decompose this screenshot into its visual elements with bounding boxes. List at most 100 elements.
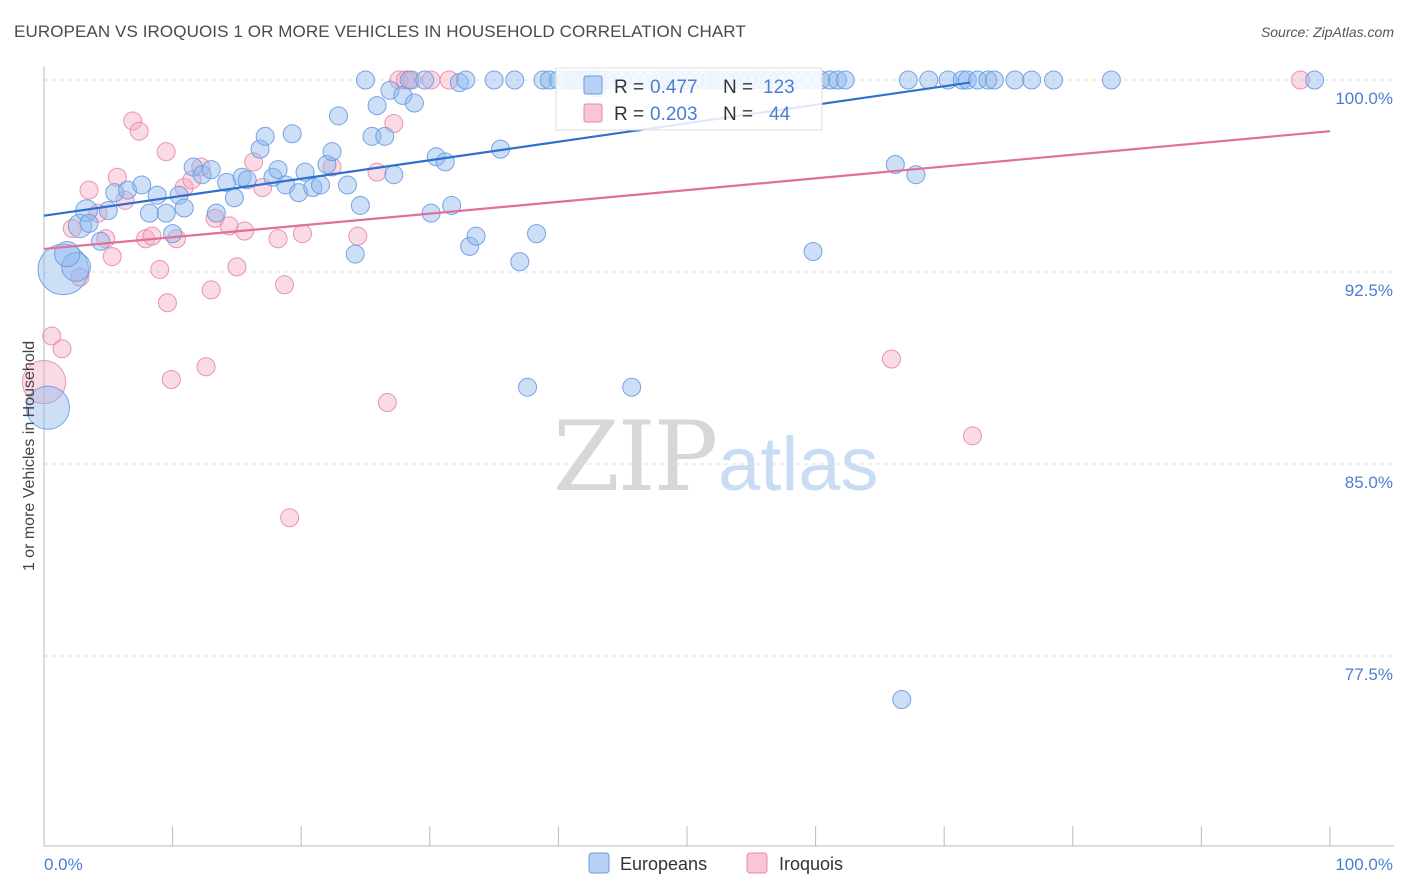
european-points bbox=[25, 70, 1325, 710]
european-point bbox=[380, 80, 400, 100]
european-point bbox=[174, 198, 194, 218]
watermark-zip: ZIP bbox=[553, 401, 716, 513]
european-point bbox=[1305, 70, 1325, 90]
european-point bbox=[37, 243, 89, 296]
european-point bbox=[147, 185, 167, 205]
european-point bbox=[25, 385, 70, 430]
iroquois-point bbox=[157, 293, 177, 313]
iroquois-point bbox=[962, 426, 982, 446]
iroquois-point bbox=[1290, 70, 1310, 90]
iroquois-point bbox=[142, 226, 162, 246]
chart-source: Source: ZipAtlas.com bbox=[1260, 24, 1394, 40]
iroquois-point bbox=[79, 180, 99, 200]
european-point bbox=[885, 154, 905, 174]
european-point bbox=[415, 70, 435, 90]
legend-iroquois-label: Iroquois bbox=[779, 854, 843, 874]
european-point bbox=[484, 70, 504, 90]
european-point bbox=[289, 183, 309, 203]
european-point bbox=[533, 70, 553, 90]
iroquois-point bbox=[348, 226, 368, 246]
european-point bbox=[322, 142, 342, 162]
european-point bbox=[1101, 70, 1121, 90]
stats-iroquois-r-value: 0.203 bbox=[650, 104, 698, 125]
european-point bbox=[163, 224, 183, 244]
european-point bbox=[268, 160, 288, 180]
axes bbox=[43, 66, 1394, 847]
x-tick-labels: 0.0% 100.0% bbox=[44, 855, 1393, 874]
european-point bbox=[803, 242, 823, 262]
stats-iroquois-n-label: N = bbox=[723, 104, 753, 125]
european-point bbox=[282, 124, 302, 144]
european-point bbox=[399, 70, 419, 90]
iroquois-point bbox=[219, 216, 239, 236]
european-point bbox=[505, 70, 525, 90]
iroquois-point bbox=[377, 393, 397, 413]
european-point bbox=[132, 175, 152, 195]
european-point bbox=[892, 690, 912, 710]
european-point bbox=[442, 195, 462, 215]
european-point bbox=[898, 70, 918, 90]
european-point bbox=[404, 93, 424, 113]
iroquois-trend-line bbox=[43, 130, 1331, 251]
stats-europeans-n-value: 123 bbox=[763, 77, 795, 98]
legend-europeans-swatch bbox=[588, 852, 610, 874]
stats-europeans-r-label: R = bbox=[614, 77, 644, 98]
stats-box: R = 0.477 N = 123 R = 0.203 N = 44 bbox=[555, 67, 823, 131]
european-point bbox=[1005, 70, 1025, 90]
legend-europeans-label: Europeans bbox=[620, 854, 707, 874]
european-point bbox=[192, 165, 212, 185]
european-point bbox=[1022, 70, 1042, 90]
european-point bbox=[527, 224, 547, 244]
european-point bbox=[968, 70, 988, 90]
european-point bbox=[835, 70, 855, 90]
european-point bbox=[356, 70, 375, 90]
european-point bbox=[510, 252, 530, 272]
european-point bbox=[217, 172, 237, 192]
iroquois-point bbox=[227, 257, 247, 277]
european-point bbox=[350, 195, 370, 215]
iroquois-point bbox=[161, 370, 181, 390]
y-tick-label: 100.0% bbox=[1335, 89, 1393, 108]
european-point bbox=[317, 154, 337, 174]
y-axis-label: 1 or more Vehicles in Household bbox=[21, 341, 38, 571]
european-point bbox=[827, 70, 847, 90]
iroquois-point bbox=[156, 142, 176, 162]
european-point bbox=[79, 213, 99, 233]
european-point bbox=[384, 165, 404, 185]
european-point bbox=[310, 175, 330, 195]
european-point bbox=[337, 175, 357, 195]
stats-iroquois-n-value: 44 bbox=[769, 104, 791, 125]
iroquois-point bbox=[881, 349, 901, 369]
european-point bbox=[426, 147, 446, 167]
iroquois-point bbox=[201, 280, 221, 300]
stats-europeans-r-value: 0.477 bbox=[650, 77, 698, 98]
european-point bbox=[978, 70, 998, 90]
iroquois-point bbox=[150, 259, 170, 279]
iroquois-point bbox=[102, 247, 122, 267]
x-tick-label: 100.0% bbox=[1335, 855, 1393, 874]
y-tick-label: 77.5% bbox=[1345, 665, 1393, 684]
watermark: ZIP atlas bbox=[553, 401, 879, 513]
iroquois-point bbox=[129, 121, 149, 141]
european-point bbox=[139, 203, 159, 223]
european-point bbox=[206, 203, 226, 223]
european-point bbox=[303, 178, 323, 198]
iroquois-point bbox=[280, 508, 300, 528]
european-point bbox=[224, 188, 244, 208]
european-point bbox=[1044, 70, 1064, 90]
stats-europeans-n-label: N = bbox=[723, 77, 753, 98]
european-point bbox=[345, 244, 365, 264]
stats-europeans-swatch bbox=[583, 75, 603, 95]
european-point bbox=[156, 203, 176, 223]
european-point bbox=[919, 70, 939, 90]
iroquois-point bbox=[268, 229, 288, 249]
chart-title: EUROPEAN VS IROQUOIS 1 OR MORE VEHICLES … bbox=[14, 22, 746, 41]
european-point bbox=[466, 226, 486, 246]
iroquois-point bbox=[292, 224, 312, 244]
europeans-trend-line bbox=[43, 81, 971, 217]
legend: Europeans Iroquois bbox=[588, 852, 843, 874]
x-tick-label: 0.0% bbox=[44, 855, 83, 874]
european-point bbox=[237, 170, 257, 190]
